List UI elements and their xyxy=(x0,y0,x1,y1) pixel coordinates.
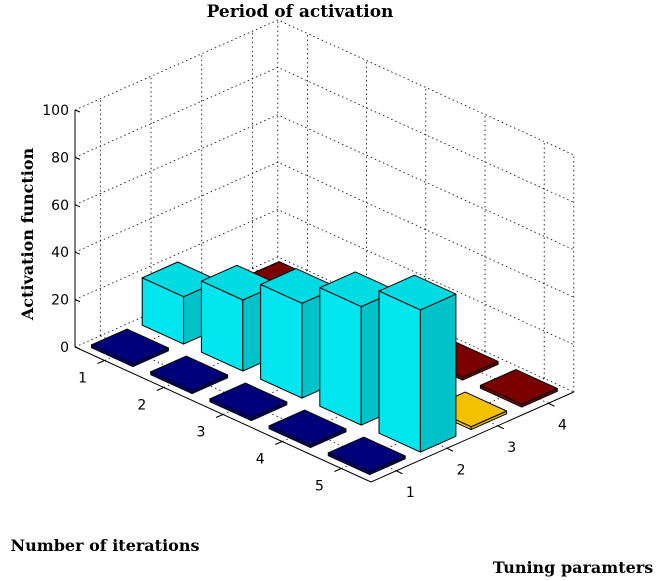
z-tick-mark xyxy=(74,299,81,303)
bar-top-face xyxy=(268,409,347,446)
bar-top-face xyxy=(209,382,288,419)
z-tick-mark xyxy=(74,204,81,208)
z-gridline xyxy=(74,114,574,251)
param-tick-label: 1 xyxy=(406,485,415,501)
z-gridline xyxy=(74,19,574,156)
x-axis-label: Number of iterations xyxy=(11,536,200,555)
iteration-tick-label: 5 xyxy=(315,479,324,495)
param-tick-mark xyxy=(446,447,454,452)
bar-top-face xyxy=(91,328,169,365)
z-gridline xyxy=(74,209,574,345)
iteration-tick-mark xyxy=(275,441,283,445)
bar xyxy=(91,328,169,368)
param-tick-label: 3 xyxy=(507,440,516,456)
param-axis xyxy=(370,391,575,483)
bar xyxy=(268,409,347,449)
bar-side-face xyxy=(419,293,457,453)
z-tick-mark xyxy=(74,346,81,350)
bar xyxy=(150,355,229,395)
tick-layer: 0 20 40 60 80 100 1 2 3 4 5 1 2 3 4 xyxy=(42,103,567,501)
iteration-tick-label: 2 xyxy=(137,398,146,414)
bar-front-face xyxy=(260,283,303,399)
iteration-tick-mark xyxy=(334,468,342,472)
param-tick-mark xyxy=(548,402,555,407)
param-tick-mark xyxy=(497,425,504,430)
iteration-tick-mark xyxy=(156,387,164,391)
bar-top-face xyxy=(378,274,457,311)
z-tick-mark xyxy=(74,109,81,113)
z-tick-mark xyxy=(74,251,81,255)
chart-title: Period of activation xyxy=(207,2,394,22)
bar xyxy=(327,436,406,476)
iteration-tick-mark xyxy=(215,414,224,418)
z-axis-label: Activation function xyxy=(18,147,37,321)
param-tick-label: 4 xyxy=(558,417,567,433)
bar xyxy=(209,382,288,422)
iteration-tick-label: 3 xyxy=(197,425,206,441)
z-tick-label: 0 xyxy=(60,340,69,356)
iteration-tick-label: 1 xyxy=(78,371,87,387)
bar-top-face xyxy=(327,436,406,473)
z-tick-label: 60 xyxy=(51,198,69,214)
bar xyxy=(479,369,558,408)
z-tick-label: 80 xyxy=(51,150,69,166)
z-tick-label: 20 xyxy=(51,293,69,309)
z-tick-label: 40 xyxy=(51,245,69,261)
bar-front-face xyxy=(319,287,362,426)
z-gridline xyxy=(74,66,574,203)
param-tick-mark xyxy=(396,470,403,475)
iteration-tick-label: 4 xyxy=(256,452,265,468)
param-tick-label: 2 xyxy=(457,462,466,478)
z-tick-mark xyxy=(74,156,81,160)
bar-front-face xyxy=(378,290,421,453)
bar-top-face xyxy=(479,369,558,405)
bar-top-face xyxy=(150,355,229,392)
z-tick-label: 100 xyxy=(42,103,69,119)
axis-layer xyxy=(74,109,575,483)
iteration-tick-mark xyxy=(97,360,105,364)
bar xyxy=(378,274,457,453)
bars-layer xyxy=(91,261,558,476)
y-axis-label: Tuning paramters xyxy=(493,558,653,577)
